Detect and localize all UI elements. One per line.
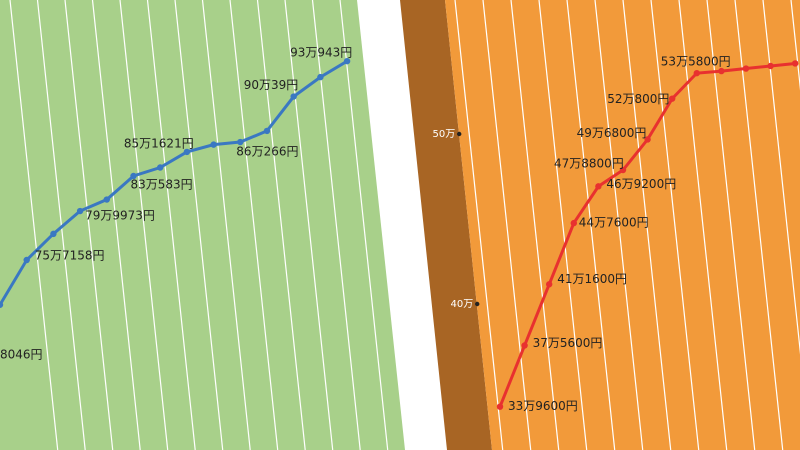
stripe [256,0,306,450]
stripe [91,0,141,450]
stripe [9,0,59,450]
point [103,196,111,203]
stripe [119,0,169,450]
stripe [790,0,800,450]
value-label: 93万943円 [290,46,352,60]
value-label: 90万39円 [244,78,299,92]
stripe [64,0,114,450]
point [644,136,651,143]
point [130,172,137,180]
point [546,281,553,288]
stripe [482,0,532,450]
stripe [622,0,672,450]
value-label: 46万9200円 [606,177,676,191]
value-label: 86万266円 [236,145,298,159]
value-label: 33万9600円 [508,399,578,413]
value-label: 47万8800円 [554,157,624,171]
point [50,230,57,238]
value-label: 44万7600円 [579,216,649,230]
point [317,73,324,81]
stripe [174,0,224,450]
stripe [706,0,756,450]
point [210,141,217,148]
point [263,127,271,135]
stripe [762,0,800,450]
axis-band [400,0,492,450]
stripe [650,0,700,450]
stripe [201,0,251,450]
stripe [284,0,334,450]
stripe [538,0,588,450]
point [693,69,700,77]
grid [9,0,800,450]
stripe [594,0,644,450]
stripe [146,0,196,450]
tick-mark [475,301,480,307]
value-label: 79万9973円 [85,209,155,223]
point [742,65,750,72]
line [0,59,348,306]
y-tick-label: 50万 [432,129,455,140]
stripe [734,0,784,450]
right-panel [445,0,800,450]
plot: 8046円 75万7158円 79万9973円 83万583円 85万1621円 86万2… [0,46,799,413]
point [767,62,774,70]
point [718,67,725,75]
point [669,95,676,102]
tick-mark [457,131,462,137]
point [290,93,297,100]
point [76,207,84,215]
value-label: 52万800円 [607,92,669,106]
point [595,183,602,190]
point [343,57,351,65]
stripe [678,0,728,450]
value-label: 37万5600円 [533,336,603,350]
point [0,301,4,308]
point [157,164,164,171]
point [183,148,191,156]
point [570,219,577,227]
stripe [339,0,389,450]
stripe [229,0,279,450]
stripe [566,0,616,450]
value-label: 53万5800円 [661,55,731,69]
value-label: 8046円 [0,347,43,361]
stripe [454,0,504,450]
point [619,166,627,174]
point [521,342,528,349]
value-label: 41万1600円 [557,272,627,286]
point [237,138,244,146]
value-label: 75万7158円 [35,249,105,263]
y-tick-label: 40万 [450,299,473,310]
point [23,256,30,264]
stripe [510,0,560,450]
value-label: 85万1621円 [124,136,194,150]
value-label: 49万6800円 [577,126,647,140]
point [496,403,504,410]
point [792,60,799,67]
stripe [36,0,86,450]
value-label: 83万583円 [131,177,193,191]
